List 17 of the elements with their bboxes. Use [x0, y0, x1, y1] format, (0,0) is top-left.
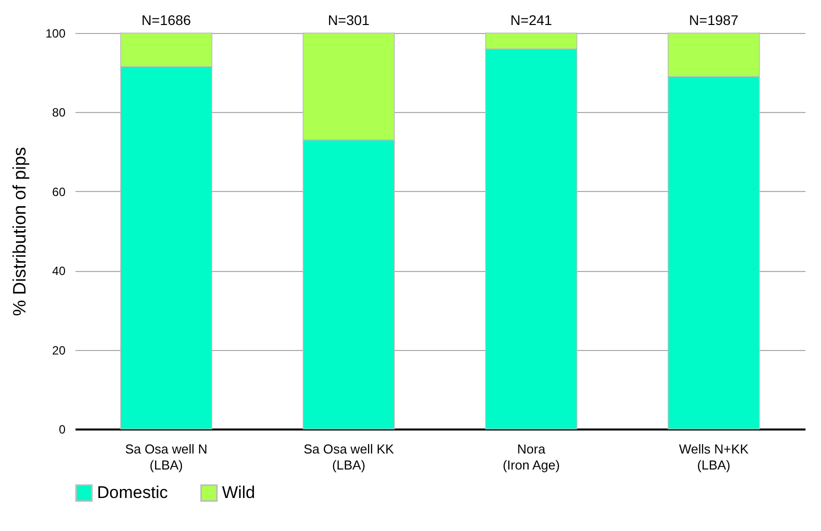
legend-label: Wild [222, 483, 256, 502]
x-tick-label: Nora (Iron Age) [502, 442, 560, 472]
annotation: N=301 [328, 12, 370, 28]
y-tick-label: 0 [58, 422, 66, 436]
y-axis-title: % Distribution of pips [9, 146, 30, 316]
y-tick-label: 100 [45, 26, 66, 40]
annotation: N=1686 [142, 12, 192, 28]
x-tick-label: Sa Osa well KK (LBA) [304, 442, 394, 472]
y-tick-label: 60 [52, 184, 66, 199]
legend-label: Domestic [97, 483, 168, 502]
y-tick-label: 20 [52, 343, 66, 358]
y-tick-label: 80 [52, 106, 66, 120]
y-tick-label: 40 [52, 264, 66, 278]
annotation: N=1987 [689, 12, 739, 28]
x-tick-label: Sa Osa well N (LBA) [125, 442, 208, 472]
annotation: N=241 [510, 12, 552, 28]
x-tick-label: Wells N+KK (LBA) [679, 442, 749, 472]
